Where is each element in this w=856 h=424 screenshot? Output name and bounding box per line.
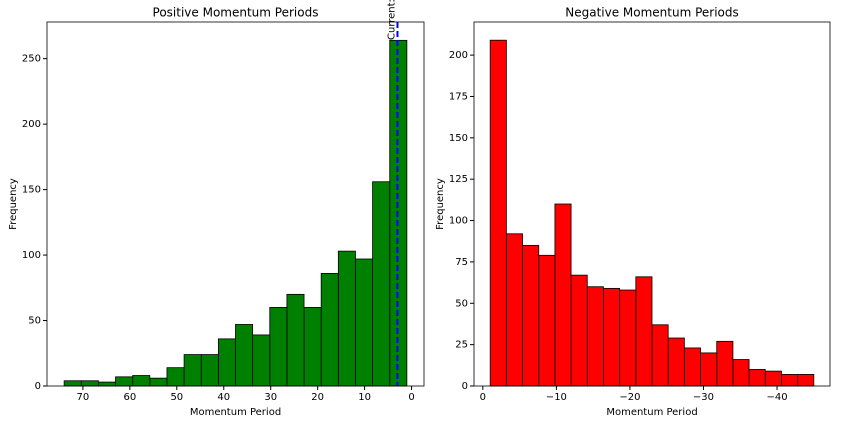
x-tick-label: 30 (264, 392, 277, 403)
x-axis-label: Momentum Period (190, 407, 281, 418)
bar (372, 181, 391, 387)
x-axis-label: Momentum Period (606, 407, 697, 418)
bar (586, 286, 604, 387)
y-tick-label: 200 (22, 119, 41, 130)
y-axis-label: Frequency (435, 178, 446, 230)
axes-frame (46, 21, 425, 387)
bar (286, 293, 305, 387)
x-tick-label: −30 (693, 392, 714, 403)
bar (98, 381, 116, 387)
bar (522, 244, 540, 387)
bar (700, 352, 718, 387)
bar (235, 324, 254, 387)
bar (115, 376, 134, 387)
chart-title: Positive Momentum Periods (153, 6, 319, 20)
y-tick-label: 150 (449, 133, 468, 144)
x-tick-label: −10 (546, 392, 567, 403)
bar (797, 374, 815, 387)
bar (217, 338, 236, 387)
y-tick-label: 175 (449, 91, 468, 102)
y-tick-label: 125 (449, 174, 468, 185)
bar (200, 354, 219, 387)
y-tick-label: 75 (455, 257, 468, 268)
y-tick-label: 200 (449, 50, 468, 61)
bar (132, 375, 151, 387)
bar (748, 369, 766, 387)
bar (269, 307, 288, 387)
bar (764, 370, 782, 387)
chart-title: Negative Momentum Periods (565, 6, 739, 20)
y-tick-label: 150 (22, 185, 41, 196)
x-tick-label: −40 (766, 392, 787, 403)
x-tick-label: 0 (480, 392, 486, 403)
bar (63, 380, 82, 387)
bar (505, 233, 523, 387)
bar (320, 272, 339, 387)
bar (683, 347, 701, 387)
bar (149, 377, 168, 387)
x-tick-label: 40 (217, 392, 230, 403)
bar (651, 324, 669, 387)
bar (252, 334, 271, 387)
x-tick-label: 70 (77, 392, 90, 403)
bar (716, 340, 734, 387)
bar (619, 289, 637, 387)
bar (337, 250, 356, 387)
y-tick-label: 250 (22, 54, 41, 65)
bar (80, 380, 99, 387)
y-tick-label: 0 (35, 381, 41, 392)
axes-frame (473, 21, 831, 387)
annotation: Current: 3 days (386, 0, 397, 40)
y-tick-label: 100 (22, 250, 41, 261)
bar (781, 374, 799, 387)
y-tick-label: 25 (455, 340, 468, 351)
y-tick-label: 100 (449, 216, 468, 227)
x-tick-label: 20 (311, 392, 324, 403)
bar (538, 254, 556, 387)
bar (732, 359, 750, 387)
bar (603, 287, 621, 387)
y-tick-label: 0 (462, 381, 468, 392)
x-tick-label: −20 (619, 392, 640, 403)
y-tick-label: 50 (455, 298, 468, 309)
bar (183, 354, 202, 387)
x-tick-label: 60 (123, 392, 136, 403)
bar (303, 307, 322, 387)
x-tick-label: 10 (358, 392, 371, 403)
bar (355, 258, 373, 387)
bar (166, 367, 185, 387)
bar (489, 39, 507, 387)
x-tick-label: 0 (408, 392, 414, 403)
bar (554, 203, 572, 387)
x-tick-label: 50 (170, 392, 183, 403)
bar (667, 337, 685, 387)
bar (570, 274, 588, 387)
y-axis-label: Frequency (8, 178, 19, 230)
bar (635, 276, 653, 387)
y-tick-label: 50 (28, 316, 41, 327)
